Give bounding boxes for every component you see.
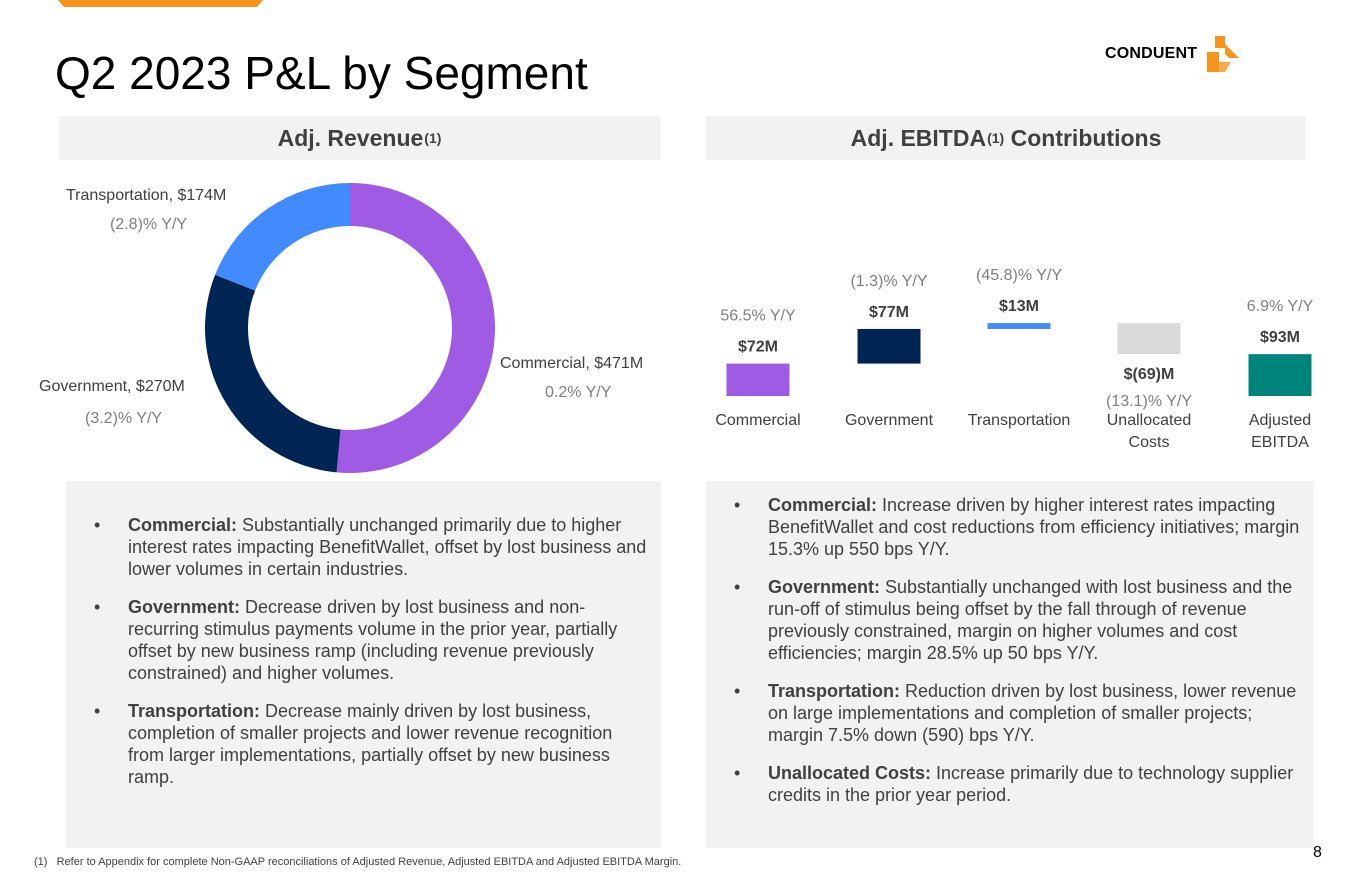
bullet-text: Decrease driven by lost business and non… [128, 597, 618, 683]
bullet-item: Transportation: Decrease mainly driven b… [94, 700, 649, 788]
bullet-title: Unallocated Costs: [768, 763, 932, 783]
ebitda-header-suffix: Contributions [1004, 124, 1162, 151]
bullet-text: Increase driven by higher interest rates… [768, 495, 1300, 559]
bar-yy-label: 56.5% Y/Y [720, 308, 796, 325]
bullet-title: Commercial: [768, 495, 878, 515]
bar-yy-label: (13.1)% Y/Y [1106, 393, 1192, 410]
bar-yy-label: (45.8)% Y/Y [976, 267, 1062, 284]
bullet-text: Increase primarily due to technology sup… [768, 763, 1294, 805]
bar-value-label: $72M [738, 339, 778, 356]
category-label: Commercial [715, 412, 800, 429]
bullet-text: Substantially unchanged primarily due to… [128, 515, 647, 579]
bullet-title: Transportation: [128, 701, 261, 721]
category-label: Costs [1129, 434, 1170, 451]
category-label: Adjusted [1249, 412, 1311, 429]
bar-unallocated-costs [1117, 323, 1181, 355]
bullet-item: Commercial: Increase driven by higher in… [734, 494, 1306, 560]
category-label: Government [845, 412, 934, 429]
commercial-revenue-label: Commercial, $471M [500, 355, 644, 372]
revenue-header: Adj. Revenue (1) [59, 116, 660, 160]
page-title: Q2 2023 P&L by Segment [55, 47, 588, 99]
bullet-title: Government: [768, 577, 881, 597]
bullet-item: Commercial: Substantially unchanged prim… [94, 514, 649, 580]
bullet-title: Commercial: [128, 515, 238, 535]
bar-government [857, 328, 921, 364]
footnote: (1) Refer to Appendix for complete Non-G… [34, 856, 682, 868]
bar-value-label: $(69)M [1124, 366, 1175, 383]
conduent-logo-icon [1207, 36, 1240, 72]
ebitda-bullets: Commercial: Increase driven by higher in… [734, 494, 1306, 822]
bar-yy-label: 6.9% Y/Y [1247, 298, 1314, 315]
bullet-title: Government: [128, 597, 241, 617]
revenue-header-text: Adj. Revenue [277, 124, 424, 151]
bullet-title: Transportation: [768, 681, 901, 701]
logo-text: CONDUENT [1105, 45, 1198, 62]
bullet-item: Government: Decrease driven by lost busi… [94, 596, 649, 684]
commercial-revenue-yy: 0.2% Y/Y [545, 384, 612, 401]
bullet-item: Government: Substantially unchanged with… [734, 576, 1306, 664]
bar-adjusted-ebitda [1248, 354, 1312, 396]
category-label: Unallocated [1107, 412, 1192, 429]
bullet-text: Reduction driven by lost business, lower… [768, 681, 1297, 745]
category-label: EBITDA [1251, 434, 1309, 451]
bar-value-label: $13M [999, 298, 1039, 315]
revenue-bullets: Commercial: Substantially unchanged prim… [94, 514, 649, 804]
donut-slice-commercial [336, 183, 495, 473]
bar-yy-label: (1.3)% Y/Y [850, 273, 927, 290]
donut-slice-transportation [215, 183, 350, 291]
transportation-revenue-yy: (2.8)% Y/Y [110, 216, 188, 233]
ebitda-header-prefix: Adj. EBITDA [850, 124, 987, 151]
bar-commercial [726, 363, 790, 396]
ebitda-header-footnote: (1) [987, 130, 1005, 146]
bullet-text: Decrease mainly driven by lost business,… [128, 701, 613, 787]
page-number: 8 [1313, 844, 1322, 861]
bar-value-label: $93M [1260, 329, 1300, 346]
bullet-item: Transportation: Reduction driven by lost… [734, 680, 1306, 746]
bullet-text: Substantially unchanged with lost busine… [768, 577, 1293, 663]
government-revenue-label: Government, $270M [39, 378, 185, 395]
donut-slice-government [205, 274, 341, 473]
accent-bar [58, 0, 263, 7]
government-revenue-yy: (3.2)% Y/Y [85, 410, 163, 427]
bar-value-label: $77M [869, 304, 909, 321]
transportation-revenue-label: Transportation, $174M [66, 187, 227, 204]
category-label: Transportation [968, 412, 1071, 429]
bullet-item: Unallocated Costs: Increase primarily du… [734, 762, 1306, 806]
revenue-header-footnote: (1) [424, 130, 442, 146]
ebitda-header: Adj. EBITDA (1) Contributions [706, 116, 1306, 160]
bar-transportation [987, 323, 1051, 329]
conduent-logo: CONDUENT [1105, 34, 1241, 74]
